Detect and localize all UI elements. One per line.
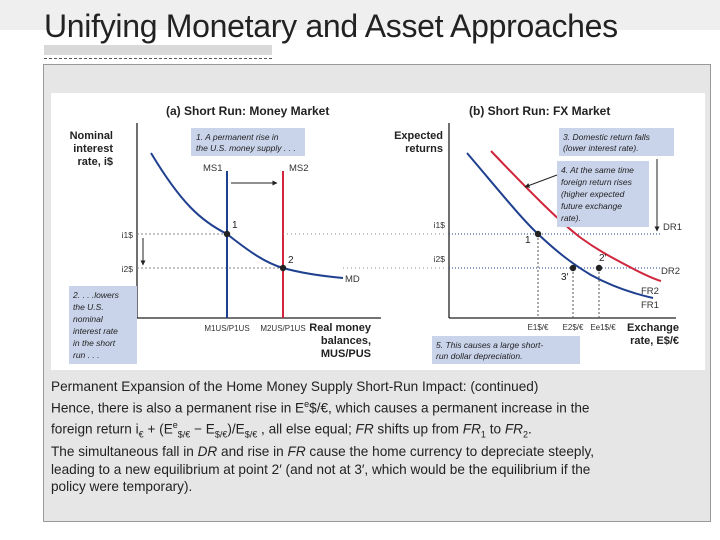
caption-line-1: Permanent Expansion of the Home Money Su…: [51, 379, 539, 394]
note-2-line-3: nominal: [73, 314, 104, 324]
title-highlight: [44, 45, 272, 55]
fr1-curve: [466, 152, 654, 299]
figure: (a) Short Run: Money Market Nominal inte…: [51, 93, 705, 370]
caption-line-5: leading to a new equilibrium at point 2′…: [51, 461, 591, 477]
note-5-line-2: run dollar depreciation.: [436, 351, 522, 361]
panel-a-i1-tick: i1$: [122, 230, 134, 240]
note-4-line-3: (higher expected: [561, 189, 625, 199]
panel-b-ylabel-2: returns: [405, 143, 443, 155]
note-3-line-2: (lower interest rate).: [563, 143, 639, 153]
note-5-line-1: 5. This causes a large short-: [436, 340, 543, 350]
panel-a-xlabel-1: Real money: [309, 322, 372, 334]
panel-a-ylabel-1: Nominal: [70, 130, 113, 142]
dr1-label: DR1: [663, 222, 682, 233]
note-4-line-2: foreign return rises: [561, 177, 633, 187]
caption-line-2: Hence, there is also a permanent rise in…: [51, 398, 590, 416]
note-3-box: [559, 128, 674, 156]
panel-b-point-2: [595, 264, 603, 272]
note-4-box: [557, 161, 649, 227]
panel-a-xlabel-3: MUS/PUS: [321, 348, 371, 360]
panel-b-xlabel-1: Exchange: [627, 322, 679, 334]
ms1-label: MS1: [203, 163, 223, 174]
ms2-label: MS2: [289, 163, 309, 174]
top-bar: [0, 0, 720, 30]
note-4-line-1: 4. At the same time: [561, 165, 634, 175]
panel-b-e1-tick: E1$/€: [528, 323, 549, 332]
note-5-box: [432, 336, 580, 364]
panel-a-m2-tick: M2US/P1US: [260, 324, 305, 333]
panel-b-xlabel-2: rate, E$/€: [630, 335, 679, 347]
panel-a-ylabel-3: rate, i$: [78, 156, 113, 168]
note-1-line-2: the U.S. money supply . . .: [196, 143, 296, 153]
note-2-line-5: in the short: [73, 338, 116, 348]
panel-b-point-1-label: 1: [525, 235, 531, 246]
note-2-line-1: 2. . . .lowers: [72, 290, 120, 300]
panel-b-point-2-label: 2′: [599, 253, 607, 264]
note-4-line-5: rate).: [561, 213, 581, 223]
fr2-label: FR2: [641, 286, 659, 297]
panel-a-point-2: [279, 264, 287, 272]
slide-title: Unifying Monetary and Asset Approaches: [44, 8, 618, 44]
dr2-label: DR2: [661, 266, 680, 277]
md-curve: [150, 152, 344, 279]
note-1-box: [191, 128, 305, 156]
panel-b-i2-tick: i2$: [434, 254, 446, 264]
panel-a-point-2-label: 2: [288, 255, 294, 266]
panel-a-point-1-label: 1: [232, 220, 238, 231]
panel-b-i1-tick: i1$: [434, 220, 446, 230]
note-4-line-4: future exchange: [561, 201, 622, 211]
fr2-curve: [490, 150, 662, 282]
panel-a-xlabel-2: balances,: [321, 335, 371, 347]
note-1-line-1: 1. A permanent rise in: [196, 132, 279, 142]
caption-line-4: The simultaneous fall in DR and rise in …: [51, 444, 595, 460]
fr1-label: FR1: [641, 300, 659, 311]
note-2-box: [69, 286, 137, 364]
panel-a-title: (a) Short Run: Money Market: [166, 104, 329, 118]
caption-line-3: foreign return i€ + (Ee$/€ − E$/€)/E$/€ …: [51, 419, 532, 439]
title-divider: [44, 58, 272, 59]
caption-line-6: policy were temporary).: [51, 479, 193, 495]
panel-b-title: (b) Short Run: FX Market: [469, 104, 610, 118]
panel-a-point-1: [223, 230, 231, 238]
panel-b-point-3: [569, 264, 577, 272]
panel-b-e2-tick: E2$/€: [563, 323, 584, 332]
md-label: MD: [345, 274, 360, 285]
panel-a-ylabel-2: interest: [73, 143, 113, 155]
panel-b-point-1: [534, 230, 542, 238]
note-2-line-4: interest rate: [73, 326, 118, 336]
note-3-line-1: 3. Domestic return falls: [563, 132, 651, 142]
panel-b-point-3-label: 3′: [561, 272, 569, 283]
panel-a-m1-tick: M1US/P1US: [204, 324, 249, 333]
figure-svg: (a) Short Run: Money Market Nominal inte…: [69, 104, 682, 364]
panel-b-ee-tick: Ee1$/€: [590, 323, 616, 332]
panel-b-ylabel-1: Expected: [394, 130, 443, 142]
note-4-arrow: [524, 174, 558, 188]
note-2-line-2: the U.S.: [73, 302, 104, 312]
caption: Permanent Expansion of the Home Money Su…: [51, 378, 711, 496]
panel-a-i2-tick: i2$: [122, 264, 134, 274]
note-2-line-6: run . . .: [73, 350, 99, 360]
